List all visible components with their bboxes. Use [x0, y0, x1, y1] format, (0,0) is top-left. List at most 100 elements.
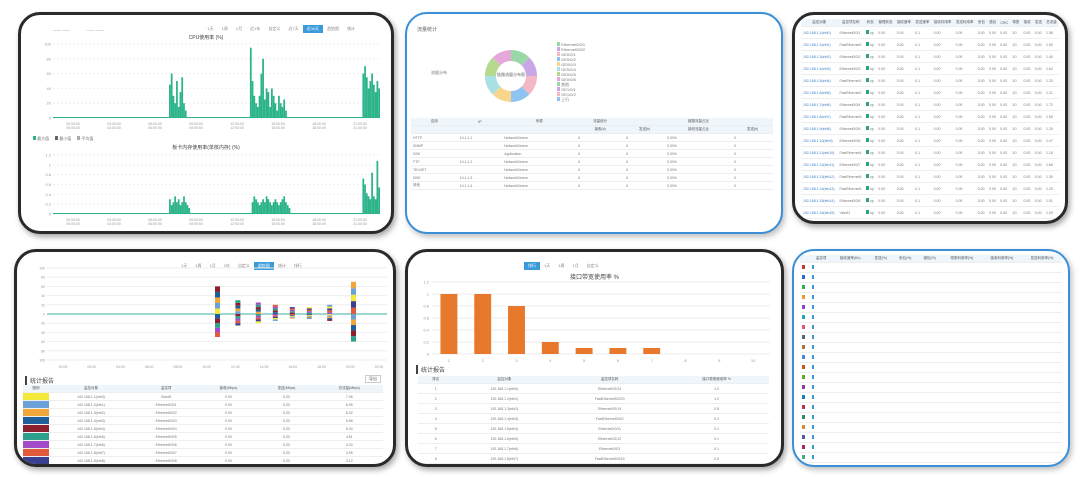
- table-row[interactable]: [800, 452, 1062, 463]
- color-swatch-cell: [800, 272, 811, 283]
- tab-6[interactable]: 近30天: [302, 25, 324, 33]
- table-row[interactable]: FTP 10.1.1.2 NetworkDevice 0 0 0.00% 0: [411, 157, 773, 166]
- table-row[interactable]: [800, 402, 1062, 413]
- table-row[interactable]: 1 192.168.1.1(eth0) Ethernet0/0/24 1.0: [418, 383, 769, 394]
- table-row[interactable]: 5 192.168.1.5(eth4) Ethernet0/0/11 0.1: [418, 423, 769, 434]
- tab-4[interactable]: 自定义: [586, 263, 599, 268]
- tab-0[interactable]: 排行: [524, 262, 540, 270]
- table-row[interactable]: [800, 302, 1062, 313]
- tab-1[interactable]: 1周: [195, 263, 202, 268]
- table-row[interactable]: 192.168.1.9(eth8) Ethernet0/0/8 0.00 0.00 3.…: [23, 456, 383, 464]
- table-cell: 0.00: [894, 194, 914, 207]
- table-row[interactable]: 其他 10.1.1.4 NetworkDevice 0 0 0.00% 0: [411, 181, 773, 190]
- tab-1[interactable]: 1周: [221, 26, 228, 31]
- tab-0[interactable]: · 1天: [205, 26, 214, 31]
- table-row[interactable]: 192.168.1.6(eth5) Ethernet0/0/5 0.00 0.00 4.…: [23, 432, 383, 441]
- table-row[interactable]: 192.168.1.16(eth15) Vlanif1 up 0.00 0.00 0.1…: [801, 206, 1059, 219]
- table-row[interactable]: [800, 332, 1062, 343]
- table-row[interactable]: 192.168.1.2(eth1) Ethernet0/0/1 0.00 0.00 6.…: [23, 400, 383, 409]
- table-cell: 0.00: [1032, 146, 1045, 159]
- table-row[interactable]: 7 192.168.1.7(eth6) Ethernet0/0/3 0.1: [418, 443, 769, 454]
- color-swatch-cell: [800, 422, 811, 433]
- x-tick-label: 04:00: [116, 365, 125, 369]
- table-row[interactable]: 192.168.1.3(eth2) Ethernet0/0/2 0.00 0.00 6.…: [23, 408, 383, 417]
- table-row[interactable]: 192.168.1.1(eth0) Ethernet0/0/1 up 0.00 0.0…: [801, 26, 1059, 39]
- table-row[interactable]: 192.168.1.9(eth8) Ethernet0/0/5 up 0.00 0.0…: [801, 122, 1059, 135]
- table-row[interactable]: [800, 342, 1062, 353]
- stack-segment: [327, 315, 333, 317]
- table-row[interactable]: 192.168.1.5(eth4) FastEthernet1 up 0.00 0.0…: [801, 74, 1059, 87]
- tab-8[interactable]: 统计: [347, 26, 356, 31]
- table-row[interactable]: 3 192.168.1.3(eth2) Ethernet0/0/19 0.8: [418, 403, 769, 414]
- data-bar: [278, 95, 280, 118]
- table-row[interactable]: 192.168.1.4(eth3) Ethernet0/0/3 up 0.00 0.0…: [801, 62, 1059, 75]
- table-row[interactable]: 192.168.1.13(eth12) FastEthernet5 up 0.00 0…: [801, 170, 1059, 183]
- table-cell: 0.1: [913, 182, 932, 195]
- table-row[interactable]: [800, 272, 1062, 283]
- table-row[interactable]: 2 192.168.1.2(eth1) FastEthernet0/0/20 1.0: [418, 393, 769, 404]
- tab-4[interactable]: 自定义: [268, 26, 281, 31]
- table-row[interactable]: [800, 352, 1062, 363]
- tab-3[interactable]: 1月: [572, 263, 579, 268]
- table-row[interactable]: 192.168.1.7(eth6) Ethernet0/0/6 0.00 0.00 4.…: [23, 440, 383, 449]
- table-row[interactable]: HTTP 10.1.1.1 NetworkDevice 0 0 0.00% 0: [411, 133, 773, 142]
- table-row[interactable]: [800, 292, 1062, 303]
- tab-3[interactable]: 近1年: [250, 26, 261, 31]
- table-row[interactable]: SNMP NetworkDevice 0 0 0.00% 0: [411, 141, 773, 150]
- table-row[interactable]: 192.168.1.3(eth2) Ethernet0/0/2 up 0.00 0.0…: [801, 50, 1059, 63]
- table-row[interactable]: 192.168.1.7(eth6) Ethernet0/0/4 up 0.00 0.0…: [801, 98, 1059, 111]
- table-row[interactable]: 192.168.1.8(eth7) FastEthernet3 up 0.00 0.0…: [801, 110, 1059, 123]
- table-row[interactable]: 192.168.1.5(eth4) Ethernet0/0/4 0.00 0.00 5.…: [23, 424, 383, 433]
- table-row[interactable]: 192.168.1.6(eth5) FastEthernet2 up 0.00 0.0…: [801, 86, 1059, 99]
- table-row[interactable]: 192.168.1.14(eth13) FastEthernet6 up 0.00 0…: [801, 182, 1059, 195]
- table-row[interactable]: 192.168.1.8(eth7) Ethernet0/0/7 0.00 0.00 3.…: [23, 448, 383, 457]
- table-row[interactable]: 192.168.1.15(eth14) Ethernet0/0/8 up 0.00 0…: [801, 194, 1059, 207]
- table-row[interactable]: 192.168.1.10(eth9) Ethernet0/0/6 up 0.00 0.…: [801, 134, 1059, 147]
- tab-7[interactable]: 趋势图: [327, 26, 340, 31]
- tab-2[interactable]: 1周: [558, 263, 565, 268]
- table-row[interactable]: 192.168.1.2(eth1) FastEthernet0 up 0.00 0.0…: [801, 38, 1059, 51]
- tab-5[interactable]: 近7天: [288, 26, 299, 31]
- column-header: 接收利用率: [931, 19, 954, 27]
- table-row[interactable]: [800, 322, 1062, 333]
- table-row[interactable]: [800, 432, 1062, 443]
- cell-text: 0.00: [878, 138, 886, 143]
- table-row[interactable]: [800, 382, 1062, 393]
- tab-4[interactable]: 自定义: [237, 263, 250, 268]
- table-row[interactable]: [800, 262, 1062, 273]
- tab-7[interactable]: 排行: [293, 263, 302, 268]
- tab-2[interactable]: 1月: [235, 26, 243, 31]
- tab-0[interactable]: 1天: [181, 263, 188, 268]
- tab-3[interactable]: 1年: [223, 263, 230, 268]
- table-row[interactable]: SSH Application 0 0 0.00% 0: [411, 149, 773, 158]
- table-row[interactable]: 192.168.1.4(eth3) Ethernet0/0/3 0.00 0.00 5.…: [23, 416, 383, 425]
- table-row[interactable]: 6 192.168.1.6(eth5) Ethernet0/0/12 0.1: [418, 433, 769, 444]
- table-row[interactable]: [800, 312, 1062, 323]
- table-row[interactable]: DNS 10.1.1.3 NetworkDevice 0 0 0.00% 0: [411, 173, 773, 182]
- tab-1[interactable]: 1天: [544, 263, 551, 268]
- table-row[interactable]: [800, 372, 1062, 383]
- color-swatch-cell: [800, 302, 811, 313]
- table-cell: 1.09: [1044, 206, 1059, 219]
- table-row[interactable]: [800, 362, 1062, 373]
- column-header: 带宽: [1010, 19, 1022, 27]
- legend-item: 上行: [557, 97, 585, 102]
- tab-5[interactable]: 趋势图: [253, 262, 274, 270]
- table-row[interactable]: [800, 412, 1062, 423]
- tab-6[interactable]: 统计: [277, 263, 286, 268]
- tab-2[interactable]: 1月: [209, 263, 216, 268]
- table-row[interactable]: 192.168.1.11(eth10) FastEthernet4 up 0.00 0…: [801, 146, 1059, 159]
- table-cell: [831, 442, 869, 453]
- table-row[interactable]: TELNET NetworkDevice 0 0 0.00% 0: [411, 165, 773, 174]
- table-row[interactable]: [800, 392, 1062, 403]
- export-button[interactable]: 导出: [365, 375, 381, 383]
- table-row[interactable]: [800, 282, 1062, 293]
- data-bar: [184, 110, 187, 118]
- table-row[interactable]: 192.168.1.1(eth0) Vlanif1 0.00 0.00 7.06: [23, 392, 383, 401]
- table-row[interactable]: 192.168.1.12(eth11) Ethernet0/0/7 up 0.00 0…: [801, 158, 1059, 171]
- table-row[interactable]: 8 192.168.1.8(eth7) FastEthernet0/0/16 0.0: [418, 453, 769, 464]
- table-row[interactable]: [800, 442, 1062, 453]
- table-cell: 0.00: [953, 170, 976, 183]
- table-row[interactable]: 4 192.168.1.4(eth3) FastEthernet0/0/2 0.2: [418, 413, 769, 424]
- table-row[interactable]: [800, 422, 1062, 433]
